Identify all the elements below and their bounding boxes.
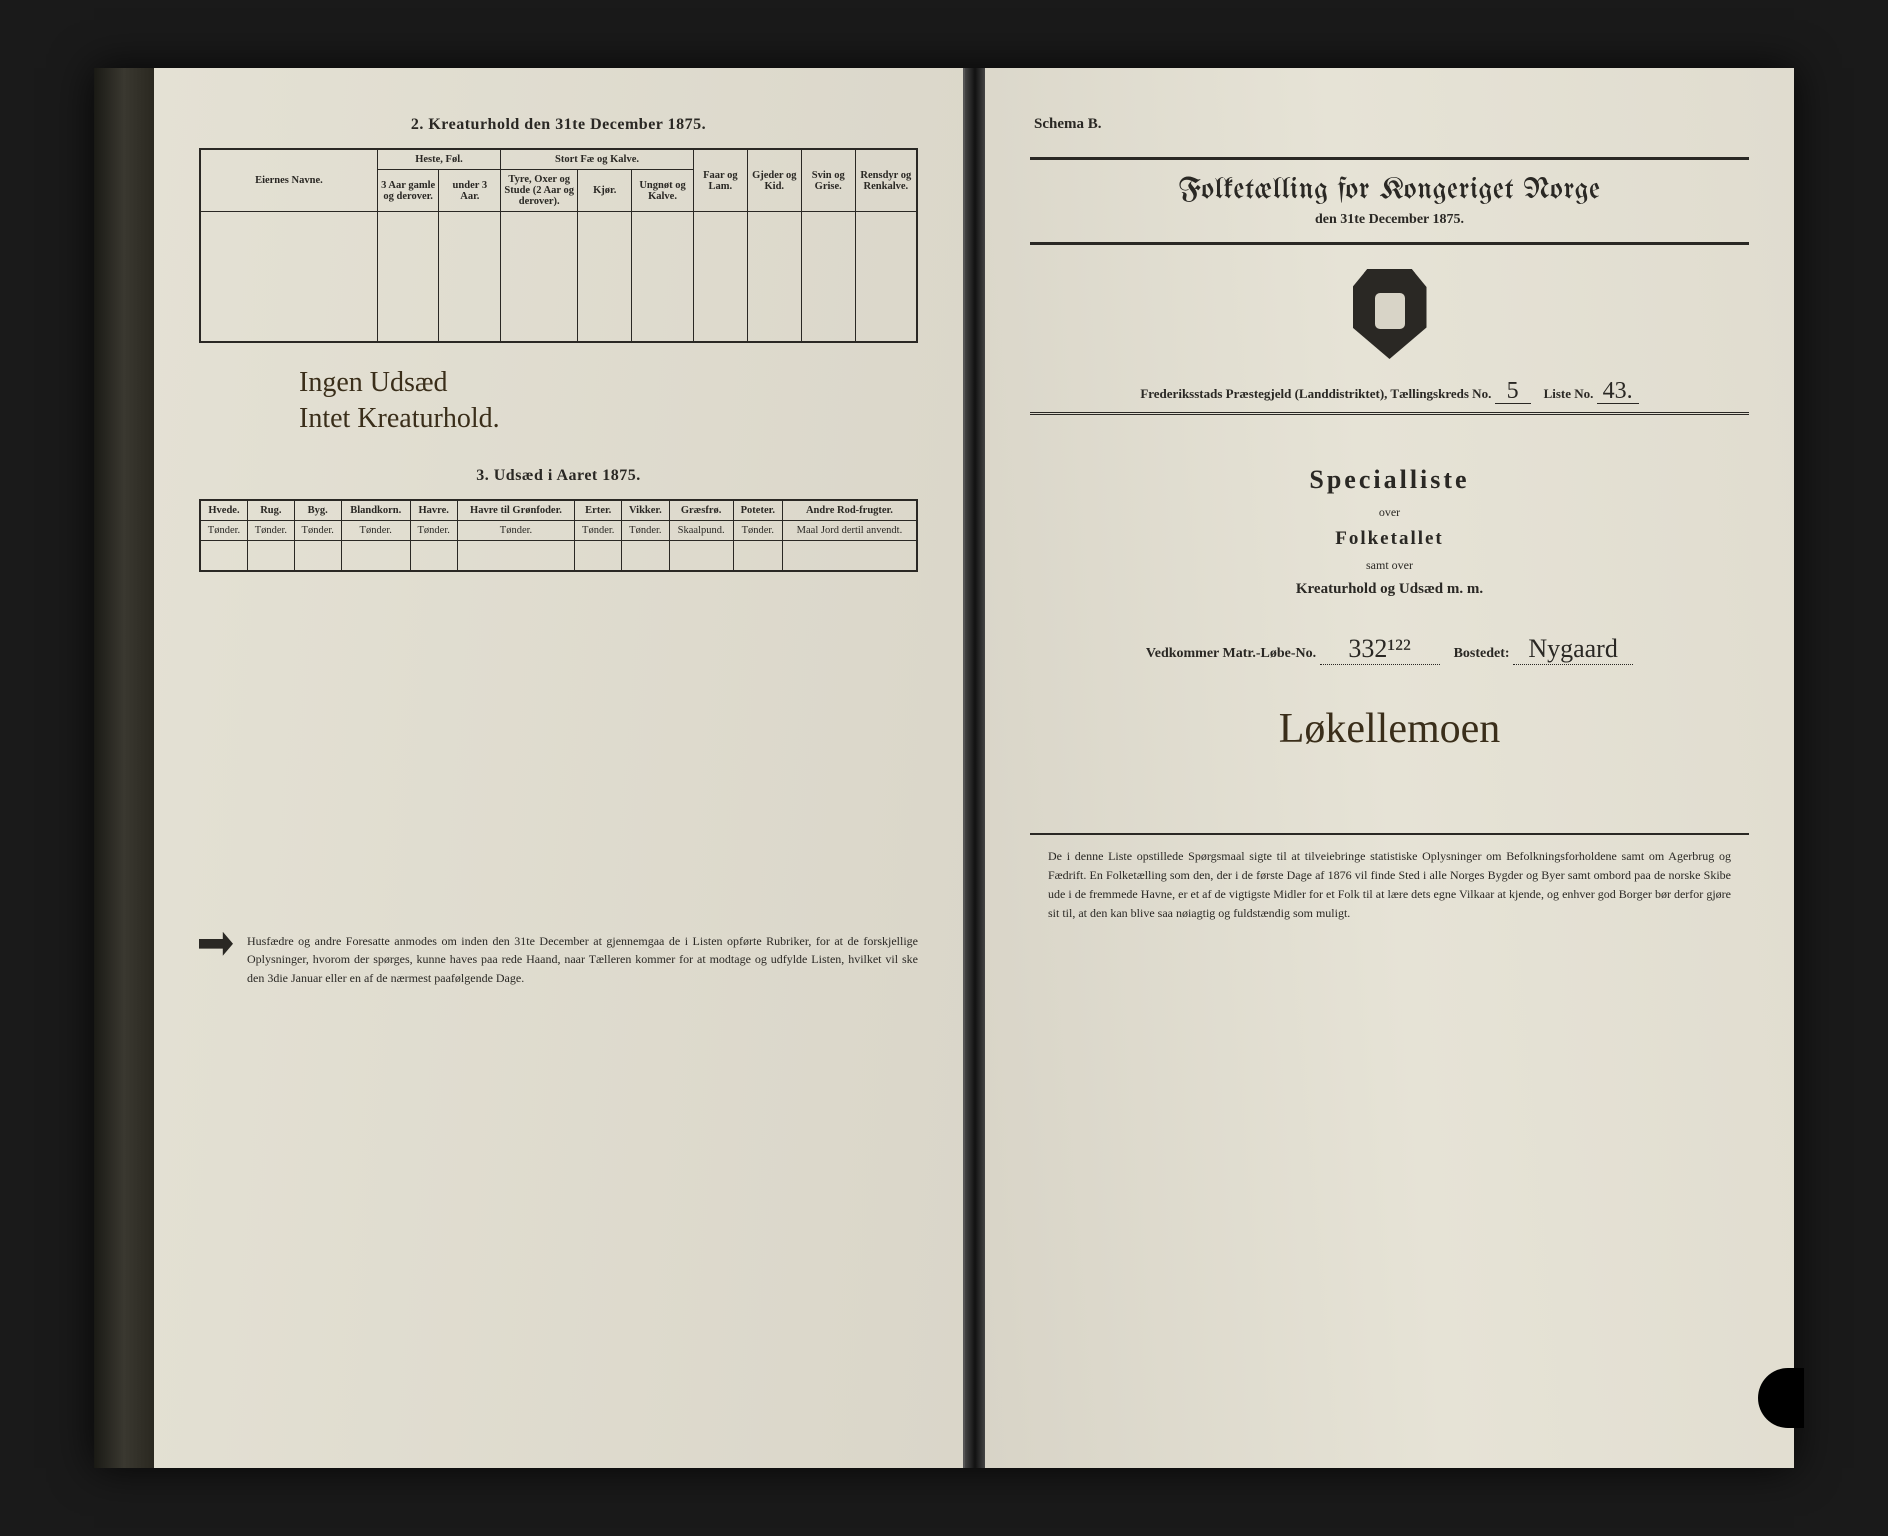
col-reindeer: Rensdyr og Renkalve. bbox=[855, 149, 917, 212]
col-owner: Eiernes Navne. bbox=[200, 149, 377, 212]
unit: Tønder. bbox=[200, 521, 247, 541]
handwriting-line1: Ingen Udsæd bbox=[299, 367, 448, 398]
handwriting-line2: Intet Kreaturhold. bbox=[299, 403, 500, 434]
folketallet-heading: Folketallet bbox=[1030, 528, 1749, 550]
divider bbox=[1030, 833, 1749, 835]
col-sheep: Faar og Lam. bbox=[693, 149, 747, 212]
col-bull: Tyre, Oxer og Stude (2 Aar og derover). bbox=[501, 170, 578, 212]
section2-title: 2. Kreaturhold den 31te December 1875. bbox=[199, 116, 918, 134]
bosted-label: Bostedet: bbox=[1454, 646, 1510, 661]
unit: Tønder. bbox=[294, 521, 341, 541]
table-row bbox=[200, 212, 917, 342]
col-horse-under3: under 3 Aar. bbox=[439, 170, 501, 212]
binding-edge bbox=[94, 68, 154, 1468]
document-spread: 2. Kreaturhold den 31te December 1875. E… bbox=[94, 68, 1794, 1468]
table-kreaturhold: Eiernes Navne. Heste, Føl. Stort Fæ og K… bbox=[199, 148, 918, 343]
unit: Tønder. bbox=[247, 521, 294, 541]
census-title: Folketælling for Kongeriget Norge bbox=[1030, 174, 1749, 206]
pointing-hand-icon bbox=[199, 932, 233, 956]
bottom-paragraph: De i denne Liste opstillede Spørgsmaal s… bbox=[1030, 847, 1749, 924]
col-potet: Poteter. bbox=[733, 500, 782, 521]
unit: Tønder. bbox=[341, 521, 410, 541]
section3-title: 3. Udsæd i Aaret 1875. bbox=[199, 467, 918, 485]
schema-label: Schema B. bbox=[1034, 116, 1749, 133]
unit: Skaalpund. bbox=[669, 521, 733, 541]
col-groen: Havre til Grønfoder. bbox=[457, 500, 575, 521]
col-vikker: Vikker. bbox=[622, 500, 669, 521]
table-row bbox=[200, 541, 917, 571]
samt-label: samt over bbox=[1030, 558, 1749, 573]
unit: Tønder. bbox=[410, 521, 457, 541]
unit: Maal Jord dertil anvendt. bbox=[782, 521, 917, 541]
unit: Tønder. bbox=[575, 521, 622, 541]
col-rod: Andre Rod-frugter. bbox=[782, 500, 917, 521]
kreds-number: 5 bbox=[1495, 381, 1531, 404]
kreaturhold-heading: Kreaturhold og Udsæd m. m. bbox=[1030, 581, 1749, 598]
specialliste-heading: Specialliste bbox=[1030, 465, 1749, 495]
col-cow: Kjør. bbox=[578, 170, 632, 212]
col-horse-over3: 3 Aar gamle og derover. bbox=[377, 170, 439, 212]
footnote-text: Husfædre og andre Foresatte anmodes om i… bbox=[247, 932, 918, 988]
liste-label: Liste No. bbox=[1544, 386, 1594, 401]
col-goat: Gjeder og Kid. bbox=[747, 149, 801, 212]
liste-number: 43. bbox=[1597, 381, 1639, 404]
table-udsaed: Hvede. Rug. Byg. Blandkorn. Havre. Havre… bbox=[199, 499, 918, 572]
district-label: Frederiksstads Præstegjeld (Landdistrikt… bbox=[1140, 386, 1491, 401]
table-row: Tønder. Tønder. Tønder. Tønder. Tønder. … bbox=[200, 521, 917, 541]
col-rug: Rug. bbox=[247, 500, 294, 521]
table-row: Hvede. Rug. Byg. Blandkorn. Havre. Havre… bbox=[200, 500, 917, 521]
col-young: Ungnøt og Kalve. bbox=[632, 170, 694, 212]
colgroup-horse: Heste, Føl. bbox=[377, 149, 500, 170]
district-line: Frederiksstads Præstegjeld (Landdistrikt… bbox=[1030, 381, 1749, 415]
book-spine bbox=[965, 68, 985, 1468]
col-erter: Erter. bbox=[575, 500, 622, 521]
col-pig: Svin og Grise. bbox=[801, 149, 855, 212]
colgroup-cattle: Stort Fæ og Kalve. bbox=[501, 149, 694, 170]
col-havre: Havre. bbox=[410, 500, 457, 521]
unit: Tønder. bbox=[622, 521, 669, 541]
col-hvede: Hvede. bbox=[200, 500, 247, 521]
census-date: den 31te December 1875. bbox=[1030, 212, 1749, 228]
matr-label: Vedkommer Matr.-Løbe-No. bbox=[1146, 646, 1316, 661]
unit: Tønder. bbox=[457, 521, 575, 541]
over-label: over bbox=[1030, 505, 1749, 520]
bosted-value: Nygaard bbox=[1513, 634, 1633, 665]
matr-number: 332¹²² bbox=[1320, 634, 1440, 665]
matrikkel-line: Vedkommer Matr.-Løbe-No. 332¹²² Bostedet… bbox=[1030, 634, 1749, 665]
coat-of-arms-icon bbox=[1353, 269, 1427, 359]
unit: Tønder. bbox=[733, 521, 782, 541]
signature: Løkellemoen bbox=[1030, 705, 1749, 753]
col-bland: Blandkorn. bbox=[341, 500, 410, 521]
specialliste-block: Specialliste over Folketallet samt over … bbox=[1030, 465, 1749, 598]
right-page: Schema B. Folketælling for Kongeriget No… bbox=[985, 68, 1794, 1468]
title-banner: Folketælling for Kongeriget Norge den 31… bbox=[1030, 157, 1749, 245]
col-graes: Græsfrø. bbox=[669, 500, 733, 521]
col-byg: Byg. bbox=[294, 500, 341, 521]
left-page: 2. Kreaturhold den 31te December 1875. E… bbox=[154, 68, 965, 1468]
handwritten-note: Ingen Udsæd Intet Kreaturhold. bbox=[299, 365, 918, 438]
page-thumb-tab bbox=[1758, 1368, 1804, 1428]
